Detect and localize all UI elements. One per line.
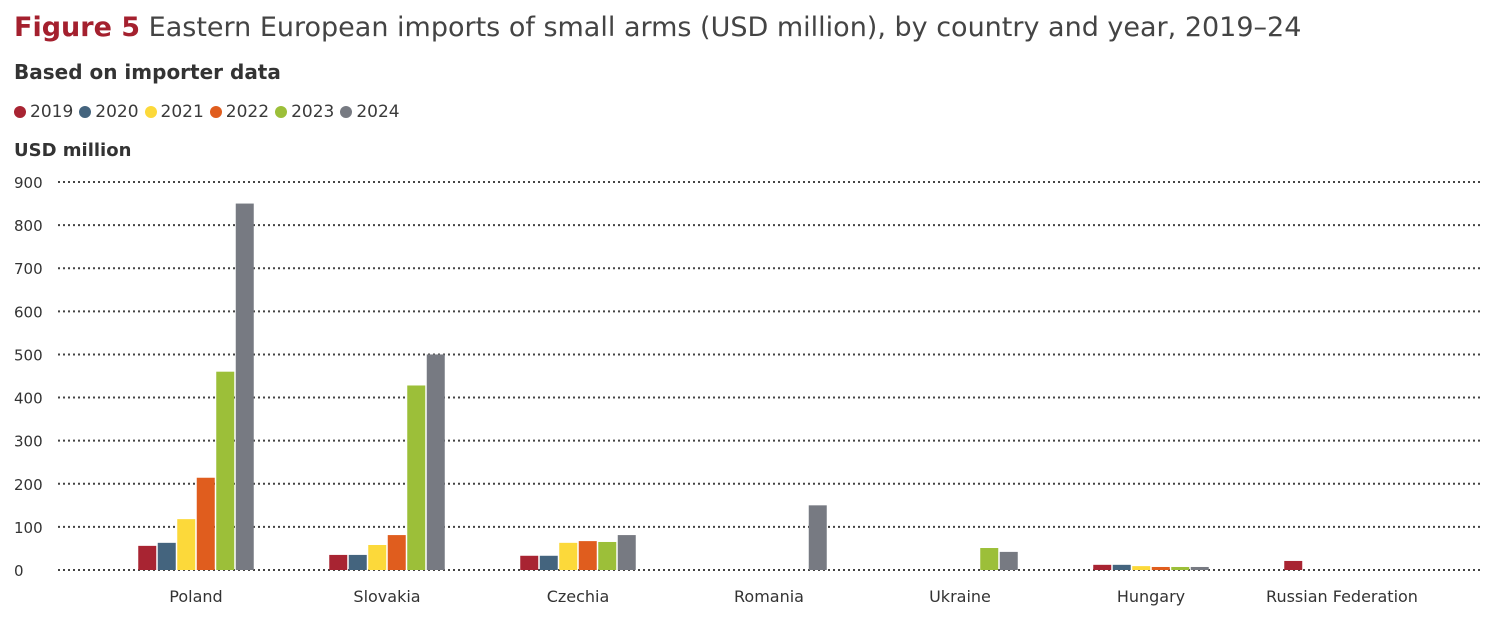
legend-item-2023: 2023 <box>275 102 334 122</box>
bar-hungary-2021 <box>1132 566 1151 570</box>
bar-poland-2020 <box>157 542 176 570</box>
y-tick-label: 100 <box>14 519 43 537</box>
chart-title: Figure 5 Eastern European imports of sma… <box>14 12 1301 43</box>
y-tick-label: 400 <box>14 390 43 408</box>
bar-czechia-2023 <box>598 541 617 570</box>
bar-hungary-2024 <box>1190 566 1209 570</box>
bar-czechia-2020 <box>539 555 558 570</box>
bar-poland-2024 <box>235 203 254 571</box>
bar-slovakia-2019 <box>329 554 348 570</box>
bar-hungary-2022 <box>1151 566 1170 570</box>
bar-slovakia-2020 <box>348 554 367 570</box>
legend-label: 2019 <box>30 102 74 122</box>
x-tick-label: Russian Federation <box>1266 587 1418 606</box>
bar-ukraine-2023 <box>980 548 999 570</box>
y-tick-label: 800 <box>14 217 43 235</box>
legend: 2019 2020 2021 2022 2023 2024 <box>14 102 400 122</box>
legend-swatch <box>340 106 353 118</box>
y-tick-label: 900 <box>14 174 43 192</box>
bar-hungary-2019 <box>1093 564 1112 570</box>
bar-slovakia-2022 <box>387 535 406 570</box>
y-tick-label: 600 <box>14 303 43 321</box>
x-tick-label: Czechia <box>547 587 610 606</box>
x-tick-label: Hungary <box>1117 587 1185 606</box>
y-tick-label: 200 <box>14 476 43 494</box>
bar-hungary-2020 <box>1112 564 1131 570</box>
legend-label: 2023 <box>291 102 335 122</box>
bar-slovakia-2023 <box>407 385 426 570</box>
bar-slovakia-2024 <box>426 354 445 570</box>
bar-romania-2024 <box>808 505 827 570</box>
x-tick-label: Slovakia <box>353 587 420 606</box>
legend-swatch <box>209 106 222 118</box>
title-text: Eastern European imports of small arms (… <box>148 12 1302 43</box>
legend-item-2021: 2021 <box>144 102 204 122</box>
bar-poland-2022 <box>196 477 215 570</box>
bar-czechia-2019 <box>520 555 539 570</box>
bar-ukraine-2024 <box>999 551 1018 570</box>
legend-swatch <box>14 106 26 118</box>
y-tick-label: 300 <box>14 433 43 451</box>
y-tick-label: 0 <box>14 562 24 580</box>
y-tick-label: 500 <box>14 346 43 364</box>
bar-czechia-2021 <box>559 542 578 570</box>
y-axis-label: USD million <box>14 140 132 161</box>
legend-swatch <box>79 106 92 118</box>
y-tick-label: 700 <box>14 260 43 278</box>
legend-item-2020: 2020 <box>79 102 139 122</box>
bar-czechia-2024 <box>617 535 636 570</box>
legend-item-2019: 2019 <box>14 102 73 122</box>
bar-hungary-2023 <box>1171 566 1190 570</box>
bar-poland-2021 <box>177 519 196 570</box>
bar-poland-2023 <box>216 371 235 570</box>
bar-russian-federation-2019 <box>1284 560 1303 570</box>
x-tick-label: Romania <box>734 587 804 606</box>
chart-subtitle: Based on importer data <box>14 60 281 84</box>
legend-item-2022: 2022 <box>209 102 270 122</box>
legend-item-2024: 2024 <box>340 102 400 122</box>
legend-label: 2021 <box>160 102 204 122</box>
legend-swatch <box>144 106 157 118</box>
bar-czechia-2022 <box>578 541 597 570</box>
legend-label: 2024 <box>356 102 400 122</box>
bar-poland-2019 <box>138 545 157 570</box>
legend-label: 2020 <box>95 102 139 122</box>
x-tick-label: Ukraine <box>929 587 991 606</box>
figure-label: Figure 5 <box>14 12 141 43</box>
x-tick-label: Poland <box>169 587 222 606</box>
legend-swatch <box>275 106 288 118</box>
bar-slovakia-2021 <box>368 544 387 570</box>
legend-label: 2022 <box>225 102 270 122</box>
